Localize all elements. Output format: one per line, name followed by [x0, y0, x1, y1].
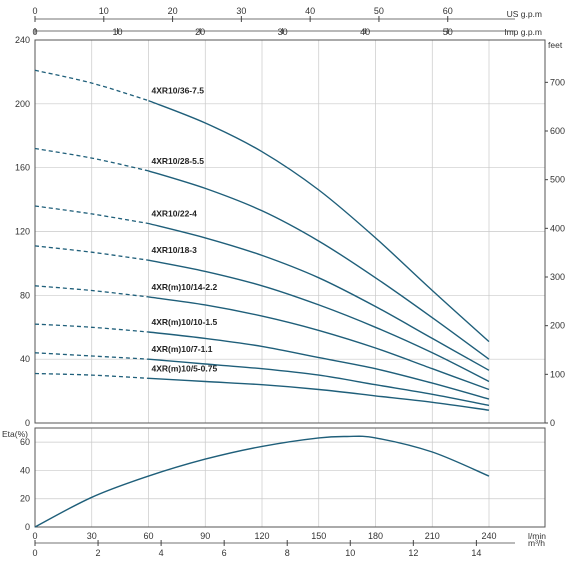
head-curve-dashed-6 — [34, 323, 149, 333]
lmin-tick-label: 210 — [425, 531, 440, 541]
m3h-tick-label: 0 — [32, 548, 37, 558]
curve-label-4: 4XR10/18-3 — [152, 245, 198, 255]
curve-label-1: 4XR10/36-7.5 — [152, 86, 205, 96]
lmin-tick-label: 60 — [143, 531, 153, 541]
head-m-tick-label: 160 — [15, 163, 30, 173]
impgpm-tick-label: 50 — [443, 27, 453, 37]
plot-frame — [34, 39, 546, 424]
head-curve-6 — [148, 331, 490, 400]
lmin-tick-label: 150 — [311, 531, 326, 541]
m3h-tick-label: 4 — [159, 548, 164, 558]
m3h-axis-label: m³/h — [528, 538, 545, 548]
feet-tick-label: 100 — [550, 369, 565, 379]
eta-tick-label: 0 — [25, 522, 30, 532]
feet-tick-label: 300 — [550, 272, 565, 282]
feet-tick-label: 500 — [550, 175, 565, 185]
usgpm-tick-label: 20 — [168, 6, 178, 16]
head-curve-7 — [148, 358, 490, 407]
impgpm-label: Imp g.p.m — [504, 27, 542, 37]
m3h-tick-label: 8 — [285, 548, 290, 558]
lmin-tick-label: 180 — [368, 531, 383, 541]
head-m-tick-label: 200 — [15, 99, 30, 109]
curve-label-8: 4XR(m)10/5-0.75 — [152, 363, 218, 373]
impgpm-tick-label: 10 — [113, 27, 123, 37]
lmin-tick-label: 90 — [200, 531, 210, 541]
m3h-tick-label: 14 — [471, 548, 481, 558]
head-curve-3 — [148, 222, 490, 371]
curve-label-3: 4XR10/22-4 — [152, 209, 198, 219]
head-curve-8 — [148, 377, 490, 411]
feet-tick-label: 200 — [550, 321, 565, 331]
head-m-tick-label: 240 — [15, 35, 30, 45]
head-m-tick-label: 40 — [20, 354, 30, 364]
m3h-tick-label: 12 — [408, 548, 418, 558]
m3h-tick-label: 10 — [345, 548, 355, 558]
usgpm-tick-label: 50 — [374, 6, 384, 16]
impgpm-tick-label: 20 — [195, 27, 205, 37]
lmin-tick-label: 0 — [32, 531, 37, 541]
curve-label-2: 4XR10/28-5.5 — [152, 156, 205, 166]
lmin-tick-label: 120 — [254, 531, 269, 541]
head-curve-2 — [148, 170, 490, 360]
head-curve-dashed-1 — [34, 69, 149, 102]
head-curve-1 — [148, 99, 490, 343]
eta-tick-label: 40 — [20, 465, 30, 475]
head-curve-dashed-2 — [34, 147, 149, 172]
usgpm-tick-label: 30 — [236, 6, 246, 16]
impgpm-tick-label: 30 — [278, 27, 288, 37]
lmin-tick-label: 30 — [87, 531, 97, 541]
head-curve-dashed-5 — [34, 285, 149, 298]
usgpm-tick-label: 10 — [99, 6, 109, 16]
eta-axis-label: Eta(%) — [2, 429, 28, 439]
feet-tick-label: 0 — [550, 418, 555, 428]
impgpm-tick-label: 0 — [32, 27, 37, 37]
head-curve-dashed-7 — [34, 352, 149, 360]
head-m-tick-label: 120 — [15, 227, 30, 237]
curve-label-5: 4XR(m)10/14-2.2 — [152, 282, 218, 292]
usgpm-label: US g.p.m — [507, 9, 542, 19]
usgpm-tick-label: 40 — [305, 6, 315, 16]
head-curve-4 — [148, 259, 490, 383]
head-curve-dashed-8 — [34, 372, 149, 379]
impgpm-tick-label: 40 — [360, 27, 370, 37]
lmin-axis-label: l/min — [528, 531, 546, 541]
usgpm-tick-label: 0 — [32, 6, 37, 16]
m3h-tick-label: 6 — [222, 548, 227, 558]
feet-tick-label: 400 — [550, 223, 565, 233]
head-m-tick-label: 80 — [20, 290, 30, 300]
curve-label-6: 4XR(m)10/10-1.5 — [152, 317, 218, 327]
feet-axis-label: feet — [548, 40, 563, 50]
feet-tick-label: 600 — [550, 126, 565, 136]
feet-tick-label: 700 — [550, 77, 565, 87]
usgpm-tick-label: 60 — [443, 6, 453, 16]
efficiency-curve — [34, 435, 490, 528]
curve-label-7: 4XR(m)10/7-1.1 — [152, 344, 213, 354]
head-curve-dashed-3 — [34, 205, 149, 225]
eta-tick-label: 20 — [20, 494, 30, 504]
head-curve-5 — [148, 296, 490, 391]
eta-tick-label: 60 — [20, 437, 30, 447]
m3h-tick-label: 2 — [96, 548, 101, 558]
lmin-tick-label: 240 — [481, 531, 496, 541]
efficiency-frame — [34, 427, 546, 528]
head-m-tick-label: 0 — [25, 418, 30, 428]
head-curve-dashed-4 — [34, 245, 149, 261]
